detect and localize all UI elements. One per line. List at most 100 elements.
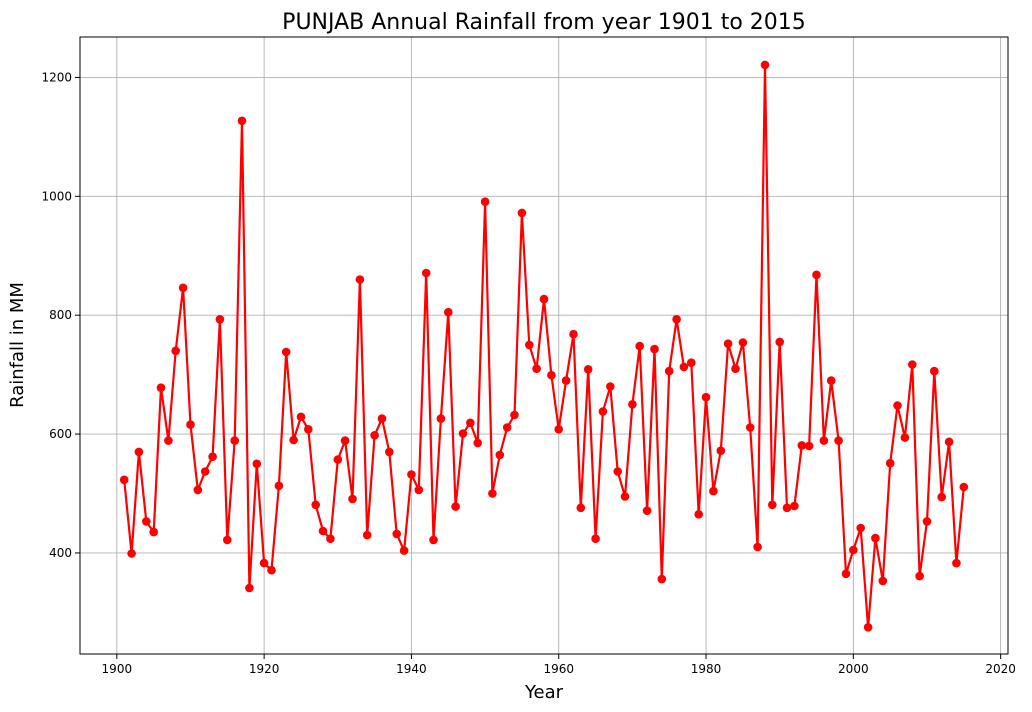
data-point bbox=[878, 576, 888, 586]
series-line bbox=[123, 63, 965, 629]
data-point bbox=[252, 459, 262, 469]
data-point bbox=[731, 364, 740, 374]
data-point bbox=[768, 500, 777, 510]
data-point bbox=[407, 470, 416, 479]
data-point bbox=[119, 475, 129, 485]
y-tick-label: 800 bbox=[49, 308, 72, 322]
data-point bbox=[296, 412, 306, 422]
data-point bbox=[709, 486, 718, 496]
data-point bbox=[385, 447, 394, 457]
x-tick-label: 1940 bbox=[396, 662, 427, 676]
data-point bbox=[937, 492, 946, 502]
data-point bbox=[171, 346, 180, 356]
data-point bbox=[642, 506, 652, 515]
data-point bbox=[186, 420, 195, 429]
data-point bbox=[164, 436, 173, 445]
x-axis-title: Year bbox=[524, 682, 564, 703]
x-tick-label: 1900 bbox=[102, 662, 133, 676]
data-point bbox=[547, 370, 556, 380]
data-point bbox=[333, 455, 343, 464]
data-point bbox=[156, 383, 166, 393]
data-point bbox=[134, 447, 144, 457]
data-point bbox=[606, 382, 615, 391]
data-point bbox=[554, 425, 563, 434]
data-point bbox=[819, 436, 829, 445]
plot-frame bbox=[79, 36, 1009, 655]
data-point bbox=[495, 450, 505, 460]
data-point bbox=[223, 535, 232, 545]
x-tick-label: 2020 bbox=[985, 662, 1016, 676]
data-point bbox=[694, 510, 703, 519]
data-point bbox=[745, 423, 755, 432]
data-point bbox=[598, 407, 608, 416]
data-point bbox=[775, 337, 784, 347]
data-point bbox=[127, 549, 136, 558]
data-point bbox=[326, 534, 335, 543]
data-point bbox=[782, 503, 792, 513]
data-point bbox=[804, 441, 814, 451]
data-point bbox=[657, 574, 667, 584]
data-point bbox=[583, 365, 593, 374]
data-point bbox=[311, 500, 321, 510]
data-point bbox=[142, 517, 151, 526]
data-point bbox=[753, 542, 762, 552]
data-point bbox=[959, 482, 969, 492]
data-point bbox=[517, 208, 527, 218]
data-point bbox=[340, 436, 350, 445]
y-axis-title: Rainfall in MM bbox=[7, 282, 28, 408]
data-point bbox=[812, 270, 821, 280]
data-point bbox=[193, 485, 203, 495]
x-tick-label: 1960 bbox=[543, 662, 574, 676]
data-point bbox=[760, 60, 770, 70]
data-point bbox=[635, 341, 644, 351]
data-point bbox=[797, 441, 807, 450]
data-point bbox=[267, 565, 276, 575]
data-point bbox=[355, 275, 365, 284]
data-point bbox=[348, 494, 357, 504]
data-point bbox=[620, 492, 630, 501]
data-point bbox=[952, 558, 961, 568]
data-point bbox=[237, 116, 247, 126]
y-tick-label: 400 bbox=[49, 546, 72, 560]
data-point bbox=[488, 489, 497, 498]
data-point bbox=[178, 283, 188, 293]
data-point bbox=[259, 558, 269, 568]
data-point bbox=[215, 315, 225, 324]
data-point bbox=[414, 485, 424, 495]
data-point bbox=[318, 526, 328, 536]
data-point bbox=[930, 366, 939, 376]
data-point bbox=[451, 502, 460, 511]
data-point bbox=[480, 197, 490, 206]
data-point bbox=[856, 523, 865, 533]
data-point bbox=[908, 360, 917, 369]
x-tick-label: 2000 bbox=[838, 662, 869, 676]
data-point bbox=[893, 401, 902, 410]
data-point bbox=[841, 569, 851, 579]
data-point bbox=[922, 517, 932, 526]
data-point bbox=[458, 429, 468, 438]
data-point bbox=[289, 435, 298, 445]
data-point bbox=[281, 347, 291, 357]
data-point bbox=[362, 530, 372, 540]
data-point bbox=[687, 358, 696, 368]
data-point bbox=[679, 362, 689, 372]
data-point bbox=[525, 340, 534, 350]
data-point bbox=[377, 414, 387, 423]
data-point bbox=[399, 546, 409, 555]
data-point bbox=[738, 338, 748, 347]
data-point bbox=[245, 583, 254, 593]
data-point bbox=[613, 467, 622, 476]
data-points bbox=[119, 60, 969, 632]
data-point bbox=[871, 533, 880, 543]
x-tick-label: 1920 bbox=[249, 662, 280, 676]
data-point bbox=[561, 376, 571, 385]
y-tick-label: 1000 bbox=[41, 189, 72, 203]
data-point bbox=[502, 423, 512, 432]
data-point bbox=[915, 571, 924, 581]
y-tick-label: 600 bbox=[49, 427, 72, 441]
data-point bbox=[274, 481, 284, 491]
data-point bbox=[444, 307, 453, 317]
data-point bbox=[849, 545, 858, 555]
data-point bbox=[900, 433, 910, 442]
data-point bbox=[834, 436, 843, 445]
